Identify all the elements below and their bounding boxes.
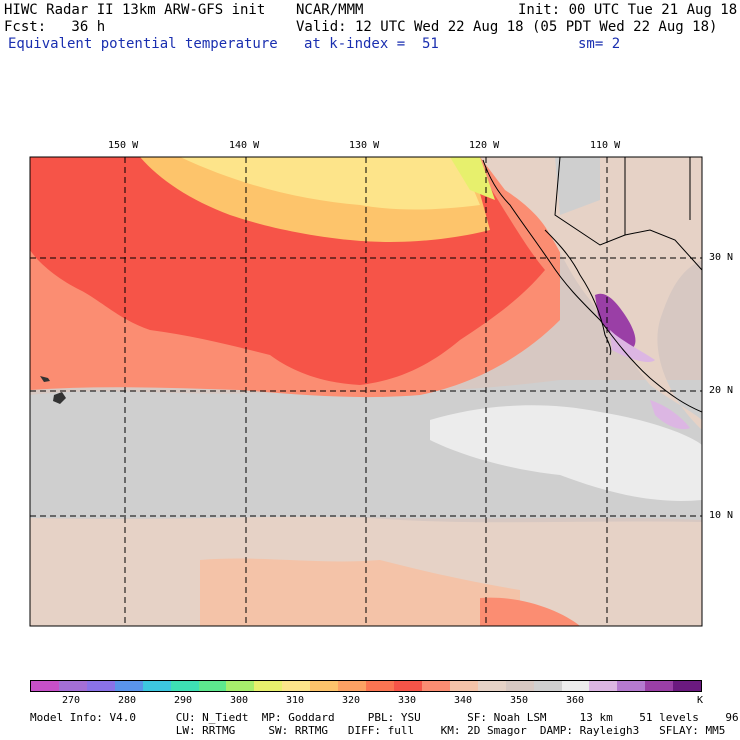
colorbar-tick-label: 290 bbox=[174, 695, 193, 706]
colorbar-tick-label: 320 bbox=[342, 695, 361, 706]
colorbar-swatch bbox=[505, 681, 534, 691]
colorbar-swatch bbox=[421, 681, 450, 691]
forecast-hour: Fcst: 36 h bbox=[4, 19, 106, 35]
colorbar-swatch bbox=[310, 681, 339, 691]
colorbar-swatch bbox=[561, 681, 590, 691]
colorbar-swatch bbox=[477, 681, 506, 691]
colorbar-swatch bbox=[533, 681, 562, 691]
colorbar-swatch bbox=[58, 681, 87, 691]
colorbar-swatch bbox=[393, 681, 422, 691]
theta-e-map bbox=[29, 156, 703, 627]
map-frame bbox=[29, 156, 703, 627]
colorbar-swatch bbox=[673, 681, 702, 691]
colorbar-tick-label: 310 bbox=[286, 695, 305, 706]
lon-label: 150 W bbox=[108, 140, 139, 151]
lon-label: 130 W bbox=[349, 140, 380, 151]
model-info-line1: Model Info: V4.0 CU: N_Tiedt MP: Goddard… bbox=[30, 711, 740, 724]
colorbar bbox=[30, 680, 702, 692]
lon-label: 120 W bbox=[469, 140, 500, 151]
colorbar-swatch bbox=[142, 681, 171, 691]
colorbar-swatch bbox=[31, 681, 59, 691]
colorbar-swatch bbox=[617, 681, 646, 691]
valid-time: Valid: 12 UTC Wed 22 Aug 18 (05 PDT Wed … bbox=[296, 19, 718, 35]
lat-label: 20 N bbox=[709, 385, 734, 396]
colorbar-swatch bbox=[449, 681, 478, 691]
colorbar-swatch bbox=[645, 681, 674, 691]
colorbar-swatch bbox=[198, 681, 227, 691]
colorbar-swatch bbox=[254, 681, 283, 691]
colorbar-swatch bbox=[282, 681, 311, 691]
colorbar-tick-label: 340 bbox=[454, 695, 473, 706]
colorbar-tick-label: 270 bbox=[62, 695, 81, 706]
lon-label: 110 W bbox=[590, 140, 621, 151]
colorbar-swatch bbox=[170, 681, 199, 691]
model-title: HIWC Radar II 13km ARW-GFS init bbox=[4, 2, 266, 18]
colorbar-unit: K bbox=[697, 695, 704, 706]
graticule bbox=[30, 157, 702, 626]
colorbar-tick-label: 330 bbox=[398, 695, 417, 706]
colorbar-tick-label: 360 bbox=[566, 695, 585, 706]
model-info-line2: LW: RRTMG SW: RRTMG DIFF: full KM: 2D Sm… bbox=[30, 724, 726, 737]
init-time: Init: 00 UTC Tue 21 Aug 18 bbox=[518, 2, 738, 18]
field-name: Equivalent potential temperature bbox=[8, 36, 278, 52]
level-index: at k-index = 51 bbox=[304, 36, 439, 52]
colorbar-swatch bbox=[366, 681, 394, 691]
colorbar-tick-label: 350 bbox=[510, 695, 529, 706]
colorbar-tick-label: 280 bbox=[118, 695, 137, 706]
colorbar-swatch bbox=[86, 681, 115, 691]
colorbar-swatch bbox=[226, 681, 255, 691]
lon-label: 140 W bbox=[229, 140, 260, 151]
colorbar-tick-label: 300 bbox=[230, 695, 249, 706]
colorbar-swatch bbox=[589, 681, 618, 691]
institution-label: NCAR/MMM bbox=[296, 2, 364, 18]
lat-label: 30 N bbox=[709, 252, 734, 263]
colorbar-swatch bbox=[114, 681, 143, 691]
smoothing-label: sm= 2 bbox=[578, 36, 621, 52]
colorbar-swatch bbox=[338, 681, 367, 691]
lat-label: 10 N bbox=[709, 510, 734, 521]
